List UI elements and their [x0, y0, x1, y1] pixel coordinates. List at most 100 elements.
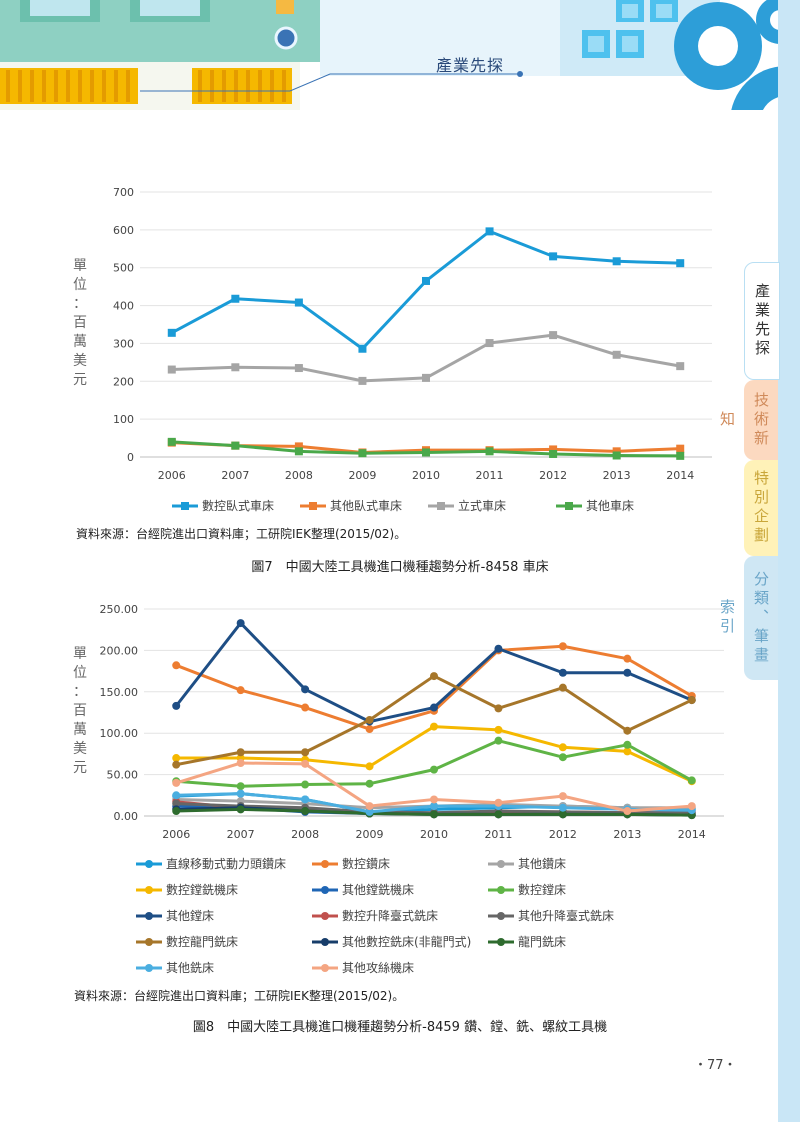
legend-label: 其他車床: [586, 499, 634, 513]
legend-label: 其他銑床: [166, 960, 214, 975]
data-point: [612, 257, 621, 266]
data-point: [236, 805, 245, 814]
data-point: [558, 743, 567, 752]
figure8-source: 資料來源：台經院進出口資料庫；工研院IEK整理(2015/02)。: [74, 989, 405, 1003]
side-strip: [778, 0, 800, 1122]
legend-label: 數控鏜銑機床: [166, 882, 238, 897]
legend-label: 其他升降臺式銑床: [518, 908, 614, 923]
data-point: [558, 810, 567, 819]
page-number: ・77・: [694, 1058, 737, 1073]
x-tick-label: 2011: [484, 828, 512, 841]
data-point: [172, 778, 181, 787]
data-point: [612, 451, 621, 460]
data-point: [172, 701, 181, 710]
data-point: [365, 725, 374, 734]
data-point: [365, 762, 374, 771]
data-point: [236, 789, 245, 798]
y-axis-label-char: 百: [73, 703, 87, 719]
y-tick-label: 700: [113, 186, 134, 199]
legend-label: 數控臥式車床: [202, 499, 274, 513]
data-point: [172, 661, 181, 670]
data-point: [301, 795, 310, 804]
data-point: [294, 364, 303, 373]
data-point: [558, 683, 567, 692]
data-point: [301, 685, 310, 694]
x-tick-label: 2012: [539, 469, 567, 482]
data-point: [623, 740, 632, 749]
data-point: [236, 748, 245, 757]
y-tick-label: 300: [113, 337, 134, 350]
data-point: [549, 331, 558, 340]
data-point: [172, 799, 181, 808]
data-point: [301, 759, 310, 768]
data-point: [676, 362, 685, 371]
legend-swatch-marker: [565, 502, 573, 510]
x-tick-label: 2013: [603, 469, 631, 482]
legend-label: 數控鏜床: [518, 882, 566, 897]
data-point: [612, 350, 621, 359]
y-axis-label-char: 元: [73, 760, 87, 776]
y-axis-label-char: 位: [73, 665, 87, 681]
data-point: [687, 802, 696, 811]
legend-label: 數控升降臺式銑床: [342, 908, 438, 923]
data-point: [422, 373, 430, 382]
legend-swatch-marker: [145, 860, 153, 868]
data-point: [236, 782, 245, 791]
side-tab-industry[interactable]: 產業先探: [744, 262, 780, 380]
y-tick-label: 200.00: [100, 644, 139, 657]
data-point: [294, 298, 303, 307]
legend-swatch-marker: [181, 502, 189, 510]
y-axis-label-char: 單: [73, 646, 87, 662]
figure7-source: 資料來源：台經院進出口資料庫；工研院IEK整理(2015/02)。: [76, 527, 407, 541]
x-tick-label: 2007: [221, 469, 249, 482]
x-tick-label: 2014: [666, 469, 694, 482]
data-point: [294, 442, 303, 451]
data-point: [676, 444, 685, 453]
data-point: [236, 619, 245, 628]
x-tick-label: 2008: [291, 828, 319, 841]
data-point: [549, 445, 558, 454]
figure7-chart: 0 100 200 300 400 500 600 700 2006 2007 2008 2009 20…: [73, 186, 712, 513]
data-point: [294, 447, 303, 456]
figure7-caption: 圖7 中國大陸工具機進口機種趨勢分析-8458 車床: [251, 560, 549, 575]
x-tick-label: 2010: [412, 469, 440, 482]
legend-label: 數控龍門銑床: [166, 934, 238, 949]
data-point: [494, 725, 503, 734]
side-tab-tech[interactable]: 技術新知: [718, 380, 778, 460]
y-axis-label-char: 萬: [73, 334, 87, 350]
y-tick-label: 0.00: [114, 810, 139, 823]
data-point: [236, 759, 245, 768]
data-point: [430, 802, 438, 811]
data-point: [494, 810, 503, 819]
data-point: [358, 376, 367, 385]
data-point: [623, 726, 632, 735]
data-point: [549, 449, 558, 458]
data-point: [231, 363, 240, 372]
legend-swatch-marker: [321, 964, 329, 972]
data-point: [485, 339, 494, 348]
data-point: [236, 686, 245, 695]
side-tab-special[interactable]: 特別企劃: [744, 460, 778, 556]
y-axis-label-char: 美: [73, 353, 87, 369]
legend-swatch-marker: [321, 860, 329, 868]
data-point: [676, 259, 685, 268]
legend-label: 其他鑽床: [518, 856, 566, 871]
data-point: [494, 798, 503, 807]
data-point: [301, 703, 310, 712]
series-line: [175, 644, 693, 731]
y-tick-label: 200: [113, 375, 134, 388]
data-point: [430, 795, 438, 804]
x-tick-label: 2009: [356, 828, 384, 841]
legend-swatch-marker: [497, 860, 505, 868]
y-axis-label-char: 美: [73, 741, 87, 757]
header-banner: [0, 0, 800, 110]
legend-swatch-marker: [321, 886, 329, 894]
data-point: [623, 654, 632, 663]
legend-swatch-marker: [497, 912, 505, 920]
data-point: [430, 703, 438, 712]
y-tick-label: 400: [113, 300, 134, 313]
data-point: [558, 642, 567, 651]
data-point: [365, 802, 374, 811]
x-tick-label: 2006: [162, 828, 190, 841]
legend-swatch-marker: [497, 938, 505, 946]
